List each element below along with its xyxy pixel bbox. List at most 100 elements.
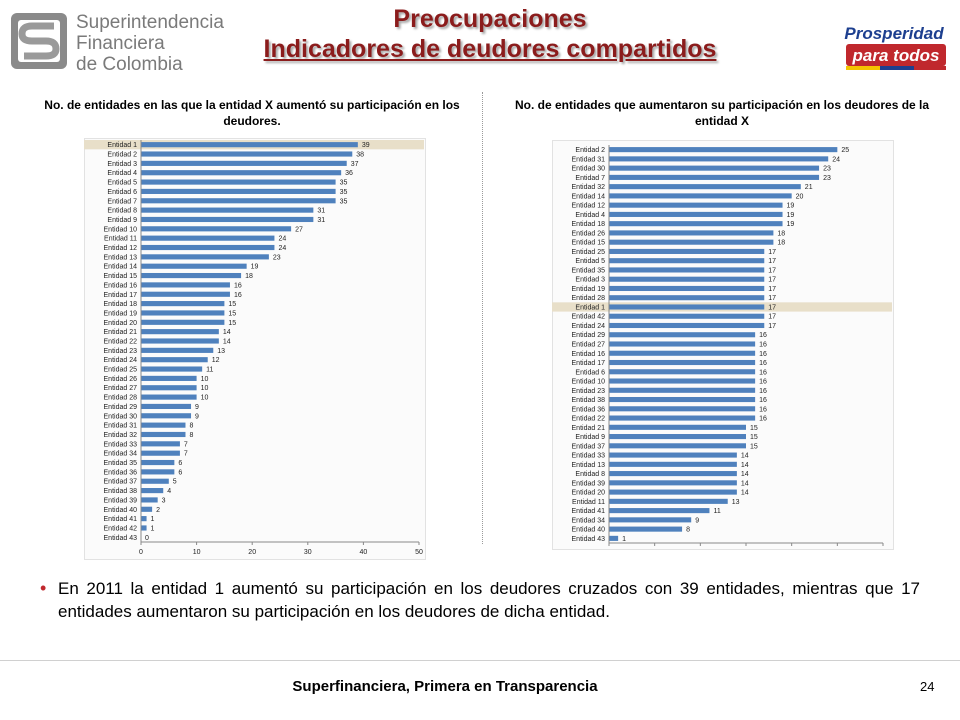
chart-1-title: No. de entidades en las que la entidad X… bbox=[44, 98, 460, 128]
category-label: Entidad 19 bbox=[572, 286, 606, 293]
bar bbox=[141, 254, 269, 260]
category-label: Entidad 18 bbox=[572, 221, 606, 228]
bar bbox=[609, 471, 737, 477]
bar bbox=[141, 441, 180, 447]
category-label: Entidad 35 bbox=[572, 267, 606, 274]
value-label: 8 bbox=[686, 527, 690, 534]
category-label: Entidad 33 bbox=[104, 441, 138, 448]
category-label: Entidad 3 bbox=[107, 161, 137, 168]
value-label: 23 bbox=[823, 175, 831, 182]
bar bbox=[141, 142, 358, 148]
bar bbox=[141, 403, 192, 410]
logo-line-1: Superintendencia bbox=[76, 12, 224, 33]
bar bbox=[609, 193, 792, 199]
value-label: 37 bbox=[351, 161, 359, 168]
bar bbox=[609, 508, 710, 514]
category-label: Entidad 40 bbox=[104, 507, 138, 514]
category-label: Entidad 26 bbox=[572, 230, 606, 237]
bar bbox=[609, 406, 756, 412]
value-label: 25 bbox=[841, 147, 849, 154]
bar bbox=[609, 535, 619, 541]
value-label: 7 bbox=[184, 451, 188, 458]
bullet-icon: • bbox=[40, 578, 47, 598]
category-label: Entidad 24 bbox=[572, 323, 606, 330]
bar bbox=[609, 350, 756, 356]
category-label: Entidad 7 bbox=[575, 175, 605, 182]
category-label: Entidad 24 bbox=[104, 357, 138, 364]
category-label: Entidad 4 bbox=[575, 212, 605, 219]
value-label: 10 bbox=[201, 395, 209, 402]
x-tick-label: 0 bbox=[139, 549, 143, 556]
category-label: Entidad 14 bbox=[572, 193, 606, 200]
value-label: 5 bbox=[173, 479, 177, 486]
value-label: 23 bbox=[273, 254, 281, 261]
bar bbox=[609, 378, 756, 384]
value-label: 15 bbox=[750, 425, 758, 432]
category-label: Entidad 23 bbox=[572, 388, 606, 395]
bar bbox=[141, 338, 219, 344]
bar bbox=[609, 489, 737, 495]
category-label: Entidad 20 bbox=[104, 320, 138, 327]
bar bbox=[141, 188, 336, 194]
bar bbox=[141, 263, 247, 269]
value-label: 10 bbox=[201, 385, 209, 392]
logo-line-3: de Colombia bbox=[76, 54, 183, 75]
value-label: 8 bbox=[189, 423, 193, 430]
category-label: Entidad 4 bbox=[107, 170, 137, 177]
value-label: 9 bbox=[195, 404, 199, 411]
title-line-2: Indicadores de deudores compartidos bbox=[263, 35, 717, 63]
bar bbox=[141, 207, 314, 213]
value-label: 24 bbox=[278, 236, 286, 243]
category-label: Entidad 8 bbox=[107, 208, 137, 215]
value-label: 19 bbox=[787, 221, 795, 228]
bar bbox=[141, 198, 336, 204]
bar bbox=[141, 394, 197, 400]
value-label: 15 bbox=[750, 434, 758, 441]
value-label: 35 bbox=[340, 189, 348, 196]
value-label: 15 bbox=[750, 443, 758, 450]
value-label: 17 bbox=[768, 267, 776, 274]
value-label: 1 bbox=[622, 536, 626, 543]
x-tick-label: 40 bbox=[360, 549, 368, 556]
value-label: 6 bbox=[178, 460, 182, 467]
bar bbox=[141, 301, 225, 307]
bar bbox=[609, 211, 783, 217]
chart-2-title: No. de entidades que aumentaron su parti… bbox=[514, 98, 930, 128]
value-label: 18 bbox=[777, 230, 785, 237]
value-label: 12 bbox=[212, 357, 220, 364]
bar bbox=[609, 480, 737, 486]
value-label: 17 bbox=[768, 249, 776, 256]
bar bbox=[141, 272, 242, 279]
bar bbox=[609, 258, 765, 264]
x-tick-label: 50 bbox=[415, 549, 423, 556]
value-label: 23 bbox=[823, 166, 831, 173]
category-label: Entidad 13 bbox=[104, 254, 138, 261]
bar bbox=[141, 319, 225, 325]
bar bbox=[609, 248, 765, 254]
value-label: 16 bbox=[234, 292, 242, 299]
bar bbox=[609, 285, 765, 292]
bar bbox=[609, 396, 756, 403]
category-label: Entidad 19 bbox=[104, 310, 138, 317]
slide-title: Preocupaciones Indicadores de deudores c… bbox=[230, 4, 750, 64]
category-label: Entidad 6 bbox=[107, 189, 137, 196]
bar bbox=[141, 244, 275, 251]
bar bbox=[141, 291, 230, 297]
bar bbox=[141, 151, 353, 157]
value-label: 16 bbox=[759, 342, 767, 349]
value-label: 27 bbox=[295, 226, 303, 233]
value-label: 16 bbox=[759, 351, 767, 358]
bar bbox=[609, 341, 756, 347]
bar bbox=[609, 443, 746, 449]
bar bbox=[141, 431, 186, 438]
value-label: 14 bbox=[741, 490, 749, 497]
bar bbox=[141, 516, 147, 522]
value-label: 14 bbox=[741, 471, 749, 478]
category-label: Entidad 39 bbox=[104, 497, 138, 504]
value-label: 17 bbox=[768, 295, 776, 302]
value-label: 18 bbox=[777, 240, 785, 247]
value-label: 1 bbox=[151, 516, 155, 523]
category-label: Entidad 25 bbox=[572, 249, 606, 256]
bar bbox=[141, 469, 175, 475]
value-label: 16 bbox=[759, 406, 767, 413]
